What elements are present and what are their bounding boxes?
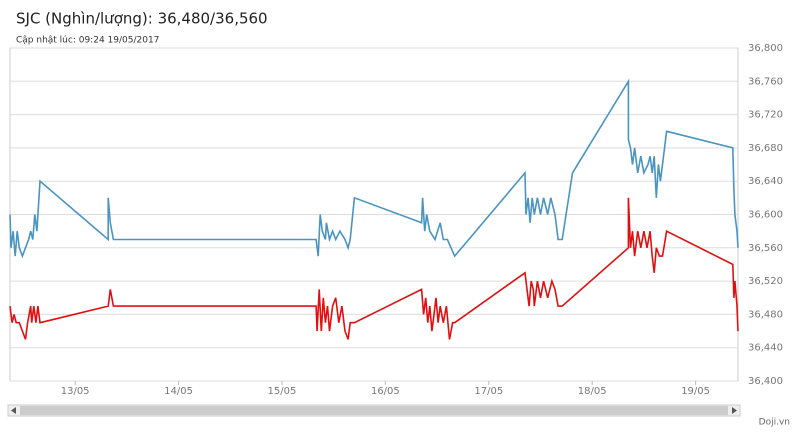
y-tick-label: 36,800 <box>748 43 783 54</box>
scroll-right[interactable] <box>732 407 737 414</box>
x-tick-label: 19/05 <box>681 386 710 397</box>
y-tick-label: 36,400 <box>748 376 783 387</box>
credit: Doji.vn <box>759 418 790 428</box>
y-tick-label: 36,600 <box>748 210 783 221</box>
x-tick-label: 15/05 <box>268 386 297 397</box>
scrollbar-thumb[interactable] <box>20 406 728 415</box>
y-tick-label: 36,720 <box>748 110 783 121</box>
series-line <box>9 78 739 259</box>
x-tick-label: 14/05 <box>164 386 193 397</box>
y-tick-label: 36,520 <box>748 276 783 287</box>
y-tick-label: 36,760 <box>748 76 783 87</box>
y-tick-label: 36,440 <box>748 343 783 354</box>
y-tick-label: 36,560 <box>748 243 783 254</box>
y-tick-label: 36,480 <box>748 309 783 320</box>
y-tick-label: 36,680 <box>748 143 783 154</box>
scroll-left[interactable] <box>11 407 16 414</box>
x-tick-label: 13/05 <box>61 386 90 397</box>
chart-title: SJC (Nghìn/lượng): 36,480/36,560 <box>16 10 268 28</box>
y-tick-label: 36,640 <box>748 176 783 187</box>
series-line <box>9 197 739 340</box>
x-tick-label: 16/05 <box>371 386 400 397</box>
x-tick-label: 17/05 <box>474 386 503 397</box>
x-tick-label: 18/05 <box>578 386 607 397</box>
chart-subtitle: Cập nhật lúc: 09:24 19/05/2017 <box>16 36 159 46</box>
